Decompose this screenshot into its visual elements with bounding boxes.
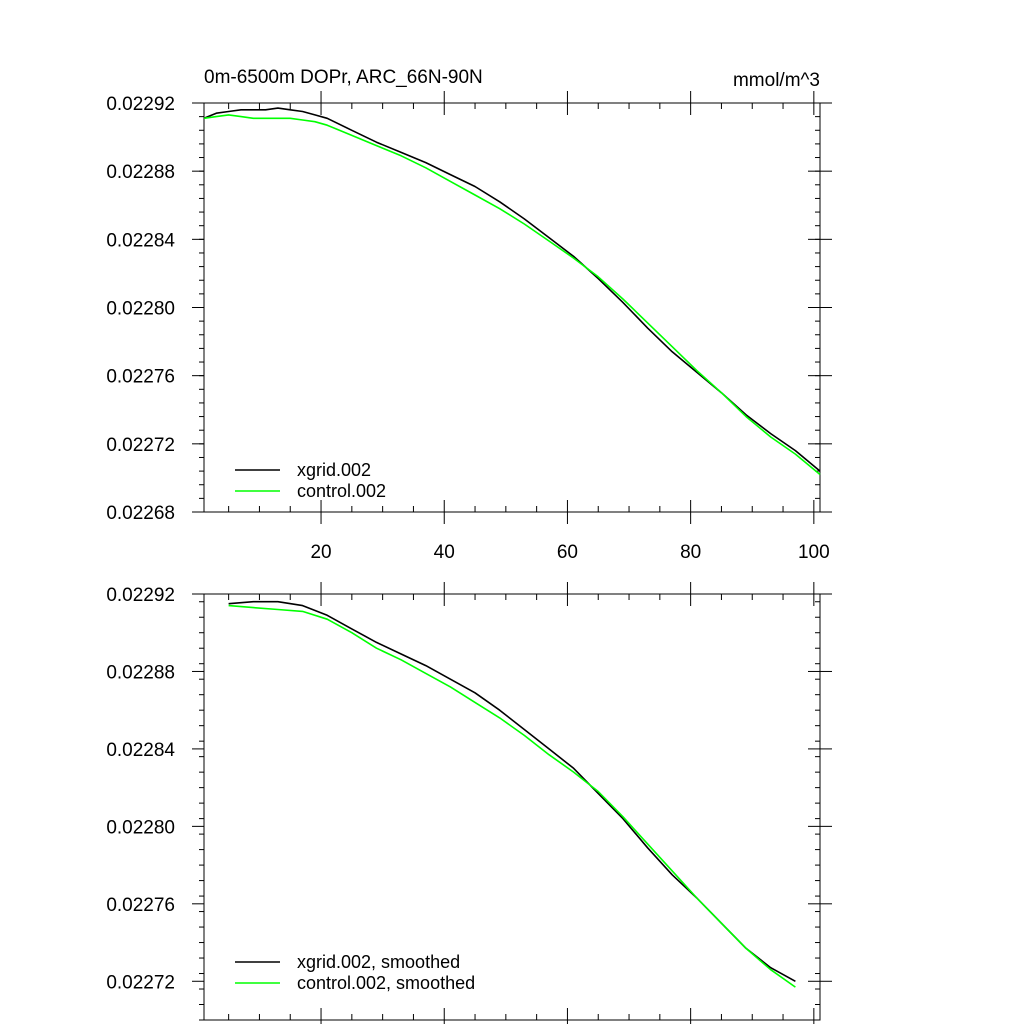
panel-1-y-tick-label: 0.02284 xyxy=(106,230,175,251)
legend-label-xgrid: xgrid.002 xyxy=(297,460,371,480)
panel-1-x-tick-label: 40 xyxy=(434,542,455,563)
panel-1-x-tick-label: 100 xyxy=(798,542,830,563)
panel-1-y-tick-label: 0.02280 xyxy=(106,299,175,320)
panel-1-y-tick-label: 0.02292 xyxy=(106,94,175,115)
panel-2-y-tick-label: 0.02276 xyxy=(106,895,175,916)
panel-2-frame xyxy=(203,593,821,1021)
panel-1-y-tick-label: 0.02272 xyxy=(106,435,175,456)
legend-label-control-smoothed: control.002, smoothed xyxy=(297,973,475,993)
panel-2-y-tick-label: 0.02288 xyxy=(106,662,175,683)
panel-1-x-tick-label: 60 xyxy=(557,542,578,563)
plot-layer: 20 40 60 80 100 0.02268 0.02272 0.02276 0.02280 0… xyxy=(106,91,832,1029)
legend-label-xgrid-smoothed: xgrid.002, smoothed xyxy=(297,952,460,972)
panel-2-y-tick-label: 0.02292 xyxy=(106,585,175,606)
panel-1-x-tick-label: 20 xyxy=(310,542,331,563)
legend-label-control: control.002 xyxy=(297,481,386,501)
panel-1-y-tick-label: 0.02288 xyxy=(106,162,175,183)
panel-2-y-tick-label: 0.02284 xyxy=(106,740,175,761)
panel-1-x-tick-label: 80 xyxy=(680,542,701,563)
legend-bottom: xgrid.002, smoothed control.002, smoothe… xyxy=(235,952,475,993)
panel-1-y-tick-label: 0.02268 xyxy=(106,503,175,524)
panel-2-y-tick-label: 0.02280 xyxy=(106,817,175,838)
panel-1-series-line-control xyxy=(203,114,821,476)
panel-2-series-line-control xyxy=(228,604,796,988)
panel-1-series-line-xgrid xyxy=(203,107,821,472)
chart-units: mmol/m^3 xyxy=(733,70,820,91)
legend-top: xgrid.002 control.002 xyxy=(235,460,386,501)
panel-2-y-tick-label: 0.02272 xyxy=(106,972,175,993)
chart-title: 0m-6500m DOPr, ARC_66N-90N xyxy=(204,67,483,88)
panel-1-y-tick-label: 0.02276 xyxy=(106,367,175,388)
